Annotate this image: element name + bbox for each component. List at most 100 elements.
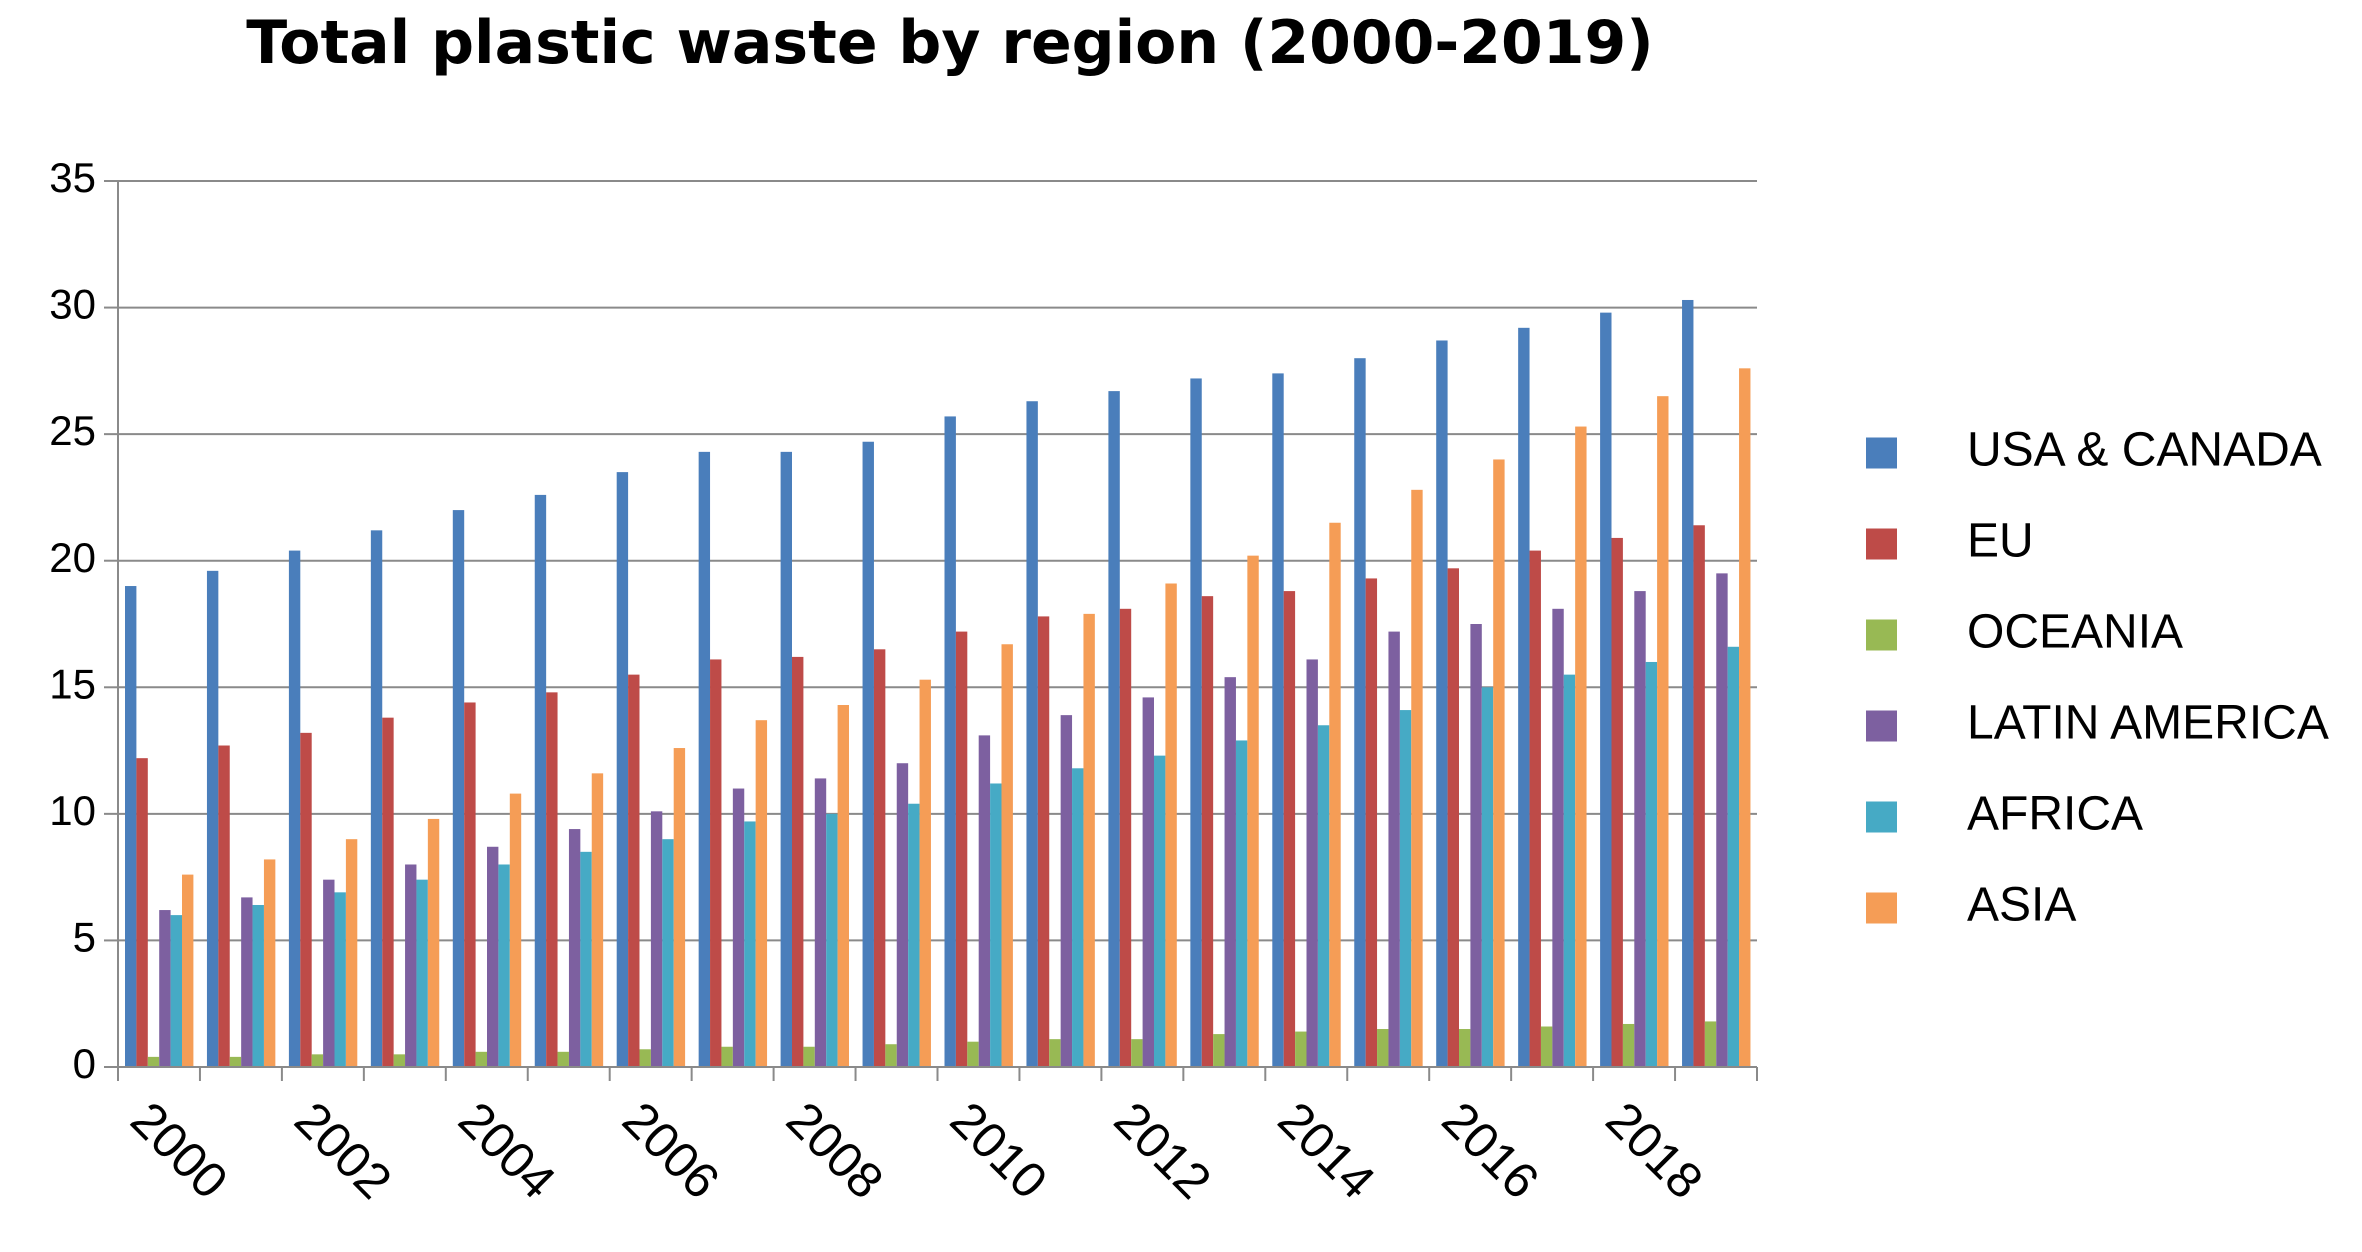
bar bbox=[803, 1046, 815, 1067]
bar bbox=[1529, 550, 1541, 1067]
bar bbox=[944, 416, 956, 1067]
x-tick-label: 2004 bbox=[448, 1091, 566, 1209]
bar bbox=[628, 674, 640, 1067]
gridlines bbox=[118, 180, 1757, 942]
bar bbox=[1295, 1031, 1307, 1067]
bar bbox=[1657, 396, 1669, 1067]
legend-swatch bbox=[1866, 437, 1897, 469]
bars bbox=[125, 299, 1751, 1068]
legend-label: AFRICA bbox=[1967, 788, 2143, 841]
bar bbox=[1224, 677, 1236, 1067]
x-tick-label: 2012 bbox=[1104, 1091, 1222, 1209]
bar bbox=[1727, 646, 1740, 1067]
bar bbox=[487, 846, 499, 1067]
bar bbox=[1190, 378, 1202, 1067]
bar bbox=[1600, 312, 1612, 1067]
legend-label: ASIA bbox=[1967, 879, 2076, 932]
bar bbox=[1704, 1021, 1717, 1067]
x-tick-label: 2006 bbox=[612, 1091, 730, 1209]
bar bbox=[826, 813, 838, 1067]
bar bbox=[908, 803, 920, 1067]
bar bbox=[229, 1056, 242, 1067]
bar bbox=[1447, 568, 1459, 1067]
bar bbox=[780, 451, 792, 1067]
bar bbox=[1377, 1029, 1389, 1067]
bar bbox=[263, 859, 276, 1067]
bar bbox=[1411, 489, 1423, 1068]
bar bbox=[300, 732, 312, 1067]
x-tick-label: 2002 bbox=[284, 1091, 402, 1209]
bar bbox=[580, 851, 592, 1067]
bar bbox=[1317, 725, 1330, 1067]
bar bbox=[509, 793, 522, 1067]
y-tick-label: 15 bbox=[49, 660, 96, 707]
bar bbox=[1037, 616, 1050, 1067]
bar bbox=[1329, 522, 1341, 1067]
bar bbox=[1272, 373, 1284, 1067]
bar bbox=[370, 530, 383, 1067]
bar bbox=[896, 763, 909, 1067]
bar bbox=[1682, 299, 1694, 1068]
bar bbox=[1026, 401, 1038, 1068]
bar bbox=[873, 649, 886, 1067]
bar bbox=[721, 1046, 733, 1067]
bar bbox=[862, 441, 874, 1067]
bar bbox=[452, 510, 465, 1068]
bar bbox=[698, 451, 711, 1067]
bar bbox=[837, 705, 849, 1067]
y-tick-label: 5 bbox=[73, 914, 96, 961]
legend-swatch bbox=[1866, 619, 1897, 651]
legend-label: LATIN AMERICA bbox=[1967, 697, 2329, 750]
y-tick-label: 20 bbox=[49, 534, 96, 581]
bar bbox=[1060, 715, 1073, 1067]
bar bbox=[1247, 555, 1259, 1067]
bar bbox=[136, 758, 148, 1067]
bar bbox=[1716, 573, 1728, 1067]
bar bbox=[382, 717, 394, 1067]
bar bbox=[639, 1049, 651, 1067]
bar bbox=[170, 915, 182, 1067]
bar bbox=[1552, 608, 1564, 1067]
bar bbox=[252, 904, 264, 1067]
bar bbox=[1049, 1039, 1061, 1067]
bar bbox=[1201, 596, 1214, 1067]
y-tick-label: 30 bbox=[49, 281, 96, 328]
bar bbox=[1645, 661, 1658, 1067]
bar bbox=[218, 745, 230, 1067]
bar bbox=[710, 659, 722, 1067]
bar bbox=[1634, 591, 1646, 1067]
bar bbox=[1131, 1039, 1143, 1067]
bar bbox=[1235, 740, 1248, 1067]
bar bbox=[1119, 608, 1132, 1067]
x-tick-label: 2016 bbox=[1431, 1091, 1549, 1209]
x-tick-label: 2014 bbox=[1268, 1091, 1386, 1209]
bar bbox=[662, 839, 674, 1067]
bar bbox=[744, 821, 756, 1067]
bar bbox=[1693, 525, 1705, 1067]
y-tick-label: 35 bbox=[49, 154, 96, 201]
bar bbox=[1470, 624, 1482, 1067]
bar bbox=[345, 839, 358, 1067]
legend-swatch bbox=[1866, 528, 1897, 560]
bar bbox=[241, 897, 253, 1067]
x-tick-label: 2000 bbox=[120, 1091, 238, 1209]
legend-label: OCEANIA bbox=[1967, 606, 2183, 659]
bar bbox=[967, 1041, 979, 1067]
bar bbox=[1518, 327, 1530, 1067]
bar bbox=[1306, 659, 1318, 1067]
bar bbox=[206, 570, 219, 1067]
bar bbox=[159, 910, 171, 1067]
bar bbox=[498, 864, 510, 1067]
bar bbox=[978, 735, 991, 1067]
bar bbox=[732, 788, 745, 1067]
bar bbox=[990, 783, 1002, 1067]
bar bbox=[1459, 1029, 1471, 1067]
bar bbox=[288, 550, 301, 1067]
bar bbox=[334, 892, 346, 1067]
bar bbox=[1622, 1023, 1635, 1067]
bar bbox=[1493, 459, 1505, 1068]
bar bbox=[427, 818, 440, 1067]
y-tick-label: 0 bbox=[73, 1040, 96, 1087]
bar bbox=[755, 720, 768, 1067]
